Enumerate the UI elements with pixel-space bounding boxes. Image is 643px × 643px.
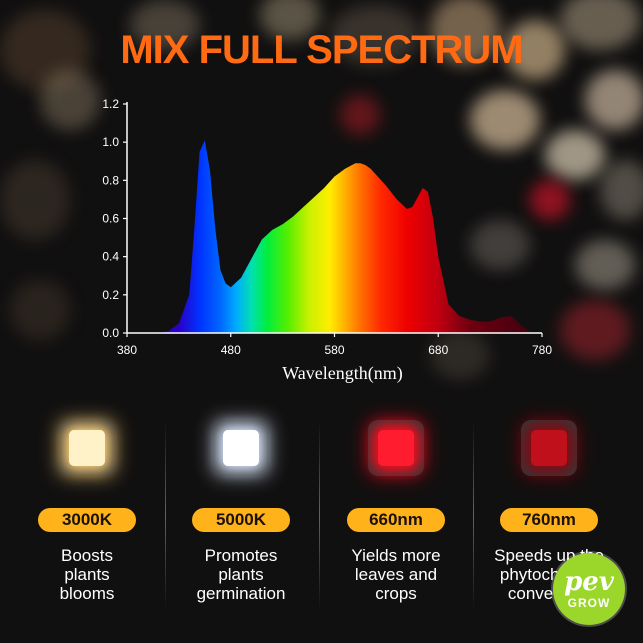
y-tick-label: 0.4 [102, 250, 119, 264]
column-divider [319, 420, 320, 610]
pevgrow-logo: pev GROW [553, 553, 625, 625]
x-tick-label: 480 [221, 343, 241, 357]
feature-description-1: Boosts plants blooms [59, 546, 115, 603]
page-title: MIX FULL SPECTRUM [120, 28, 523, 72]
x-tick-label: 580 [324, 343, 344, 357]
spec-badge-4: 760nm [500, 508, 598, 532]
y-tick-label: 0.6 [102, 212, 119, 226]
led-icon-3 [368, 420, 424, 476]
logo-sub-text: GROW [567, 596, 611, 610]
x-axis-label: Wavelength(nm) [282, 363, 403, 384]
y-tick-label: 0.8 [102, 173, 119, 187]
feature-description-3: Yields more leaves and crops [351, 546, 441, 603]
feature-description-2: Promotes plants germination [196, 546, 286, 603]
led-icon-4 [521, 420, 577, 476]
spec-badge-1: 3000K [38, 508, 136, 532]
x-tick-label: 680 [428, 343, 448, 357]
y-tick-label: 0.2 [102, 288, 119, 302]
y-tick-label: 1.2 [102, 97, 119, 111]
spec-badge-3: 660nm [347, 508, 445, 532]
spectrum-area-series-0 [158, 140, 532, 333]
led-chip-icon [223, 430, 259, 466]
y-tick-label: 1.0 [102, 135, 119, 149]
led-icon-1 [59, 420, 115, 476]
led-chip-icon [531, 430, 567, 466]
led-icon-2 [213, 420, 269, 476]
led-chip-icon [378, 430, 414, 466]
led-chip-icon [69, 430, 105, 466]
x-tick-label: 780 [532, 343, 552, 357]
column-divider [165, 420, 166, 610]
spec-badge-2: 5000K [192, 508, 290, 532]
logo-main-text: pev [564, 567, 614, 597]
y-tick-label: 0.0 [102, 326, 119, 340]
x-tick-label: 380 [117, 343, 137, 357]
column-divider [473, 420, 474, 610]
